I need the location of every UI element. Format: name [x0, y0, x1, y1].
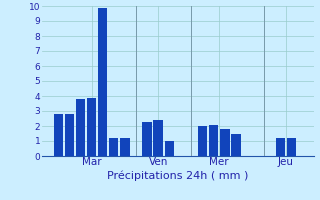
- Bar: [220, 129, 229, 156]
- Bar: [231, 134, 241, 156]
- X-axis label: Précipitations 24h ( mm ): Précipitations 24h ( mm ): [107, 170, 248, 181]
- Bar: [209, 124, 219, 156]
- Bar: [87, 98, 96, 156]
- Bar: [164, 141, 174, 156]
- Bar: [65, 114, 74, 156]
- Bar: [76, 99, 85, 156]
- Bar: [154, 120, 163, 156]
- Bar: [276, 138, 285, 156]
- Bar: [109, 138, 118, 156]
- Bar: [198, 126, 207, 156]
- Bar: [120, 138, 130, 156]
- Bar: [142, 121, 152, 156]
- Bar: [98, 7, 108, 156]
- Bar: [287, 138, 296, 156]
- Bar: [53, 114, 63, 156]
